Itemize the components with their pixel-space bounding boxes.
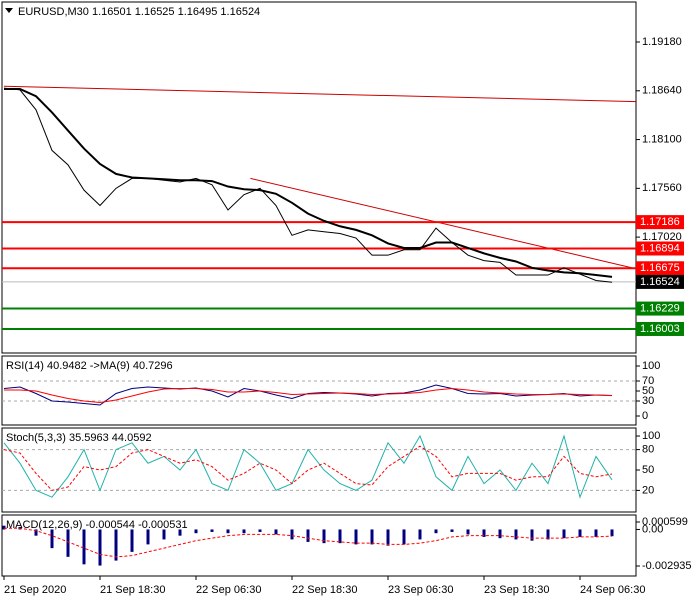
- trendline: [250, 177, 637, 270]
- histogram-bar: [370, 529, 374, 545]
- trendline: [3, 85, 637, 103]
- y-tick-label: 100: [642, 360, 660, 372]
- panel-title: RSI(14) 40.9482 ->MA(9) 40.7296: [6, 360, 173, 372]
- histogram-bar: [594, 529, 598, 537]
- panel-frame: [1, 1, 637, 354]
- histogram-bar: [530, 529, 534, 541]
- y-tick-label: 1.18100: [642, 133, 682, 145]
- price-level-box: [636, 301, 684, 316]
- y-tick-label: 100: [642, 430, 660, 442]
- y-tick-label: 0: [642, 410, 648, 422]
- histogram-bar: [178, 529, 182, 536]
- histogram-bar: [82, 529, 86, 565]
- series-line: [3, 434, 613, 499]
- y-tick-label: 70: [642, 375, 654, 387]
- histogram-bar: [546, 529, 550, 540]
- histogram-bar: [210, 529, 214, 532]
- histogram-bar: [162, 529, 166, 540]
- price-level-label: 1.16675: [640, 262, 680, 274]
- histogram-bar: [274, 529, 278, 535]
- y-tick-label: -0.002935: [642, 560, 692, 572]
- x-tick-label: 22 Sep 18:30: [292, 584, 357, 596]
- series-line: [4, 387, 613, 404]
- x-tick-label: 22 Sep 06:30: [196, 584, 261, 596]
- x-tick-label: 24 Sep 06:30: [580, 584, 645, 596]
- histogram-bar: [130, 529, 134, 552]
- histogram-bar: [226, 529, 230, 534]
- series-line: [4, 527, 613, 558]
- histogram-bar: [50, 529, 54, 549]
- histogram-bar: [290, 529, 294, 540]
- histogram-bar: [98, 529, 102, 566]
- histogram-bar: [338, 529, 342, 544]
- y-tick-label: 1.17020: [642, 231, 682, 243]
- y-tick-label: 1.17560: [642, 182, 682, 194]
- price-level-label: 1.16894: [640, 242, 680, 254]
- histogram-bar: [2, 525, 6, 530]
- y-tick-label: 20: [642, 484, 654, 496]
- histogram-bar: [258, 529, 262, 532]
- histogram-bar: [482, 529, 486, 537]
- histogram-bar: [562, 529, 566, 539]
- histogram-bar: [386, 529, 390, 546]
- price-level-label: 1.16003: [640, 323, 680, 335]
- histogram-bar: [66, 529, 70, 557]
- y-tick-label: 80: [642, 444, 654, 456]
- histogram-bar: [322, 529, 326, 544]
- x-tick-label: 23 Sep 06:30: [388, 584, 453, 596]
- histogram-bar: [242, 529, 246, 534]
- price-level-box: [636, 321, 684, 336]
- panel-title: EURUSD,M30 1.16501 1.16525 1.16495 1.165…: [18, 6, 260, 18]
- panel-frame: [1, 514, 637, 577]
- price-level-label: 1.16524: [640, 276, 680, 288]
- histogram-bar: [114, 529, 118, 561]
- price-level-box: [636, 241, 684, 256]
- histogram-bar: [354, 529, 358, 545]
- x-tick-label: 21 Sep 2020: [4, 584, 66, 596]
- price-level-box: [636, 215, 684, 230]
- histogram-bar: [34, 529, 38, 536]
- histogram-bar: [434, 529, 438, 534]
- x-tick-label: 23 Sep 18:30: [484, 584, 549, 596]
- series-line: [4, 87, 613, 278]
- x-tick-label: 21 Sep 18:30: [100, 584, 165, 596]
- histogram-bar: [514, 529, 518, 540]
- histogram-bar: [402, 529, 406, 545]
- panel-title: Stoch(5,3,3) 35.5963 44.0592: [6, 432, 152, 444]
- price-level-box: [636, 261, 684, 276]
- histogram-bar: [578, 529, 582, 537]
- price-level-box: [636, 274, 684, 289]
- histogram-bar: [306, 529, 310, 542]
- histogram-bar: [146, 529, 150, 545]
- y-tick-label: 50: [642, 464, 654, 476]
- histogram-bar: [610, 529, 614, 537]
- y-tick-label: 50: [642, 385, 654, 397]
- y-tick-label: 0.000599: [642, 516, 688, 528]
- series-line: [3, 87, 613, 283]
- y-tick-label: 0.00: [642, 523, 663, 535]
- histogram-bar: [498, 529, 502, 539]
- histogram-bar: [450, 529, 454, 532]
- price-level-label: 1.17186: [640, 216, 680, 228]
- panel-title: MACD(12,26,9) -0.000544 -0.000531: [6, 519, 188, 531]
- collapse-icon[interactable]: [5, 8, 13, 13]
- y-tick-label: 1.18640: [642, 85, 682, 97]
- histogram-bar: [194, 529, 198, 534]
- histogram-bar: [466, 529, 470, 535]
- histogram-bar: [418, 529, 422, 540]
- price-level-label: 1.16229: [640, 302, 680, 314]
- series-line: [3, 445, 613, 491]
- y-tick-label: 1.19180: [642, 36, 682, 48]
- y-tick-label: 30: [642, 395, 654, 407]
